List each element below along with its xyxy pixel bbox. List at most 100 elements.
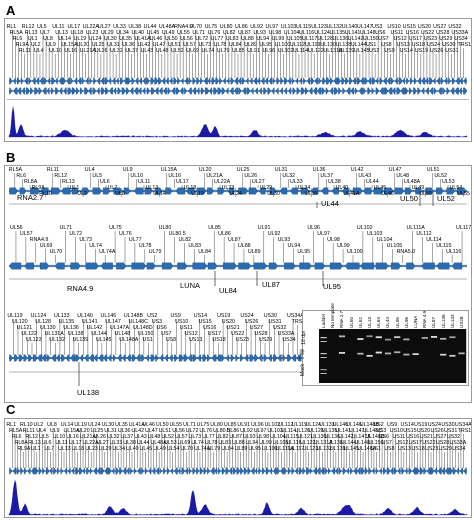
gene-label: UL41A	[343, 191, 360, 197]
gene-label: US18	[411, 446, 425, 452]
gene-arrow	[105, 87, 109, 95]
gene-label: US23	[235, 337, 249, 343]
gene-label: UL85	[232, 48, 245, 54]
gene-arrow	[60, 467, 64, 475]
gene-label: UL10	[130, 173, 144, 179]
gel-band	[338, 351, 346, 354]
gene-label: UL78	[204, 440, 218, 446]
gene-label: UL112	[416, 231, 432, 237]
gene-arrow	[174, 354, 178, 362]
gene-label: UL70	[189, 24, 202, 30]
gene-label: US7	[161, 331, 172, 337]
gene-label: UL49	[411, 185, 425, 191]
gene-label: UL17	[68, 440, 82, 446]
gene-label: RL11	[18, 48, 31, 54]
gene-arrow	[162, 262, 173, 270]
gene-arrow	[62, 77, 66, 85]
gene-arrow	[30, 187, 40, 195]
gene-label: UL98	[327, 237, 340, 243]
gene-label: UL100	[347, 249, 363, 255]
gene-arrow	[75, 87, 80, 95]
gene-arrow	[138, 87, 142, 95]
gene-arrow	[103, 187, 111, 195]
gene-label: UL43	[358, 173, 372, 179]
gene-arrow	[36, 77, 40, 85]
gene-label: US29	[439, 36, 453, 42]
gene-arrow	[455, 77, 460, 85]
gene-arrow	[329, 87, 334, 95]
gene-label: UL25	[236, 167, 250, 173]
gene-label: US32	[448, 24, 462, 30]
gene-label: UL142	[347, 36, 364, 42]
gene-arrow	[413, 87, 417, 95]
gene-label: UL50	[164, 36, 178, 42]
track-label-rna2-7: RNA2.7	[17, 193, 44, 202]
gene-arrow	[141, 354, 145, 362]
gene-label: UL25	[90, 428, 104, 434]
gene-arrow	[452, 467, 457, 475]
gene-label: UL11	[55, 440, 68, 446]
gene-arrow	[207, 77, 211, 85]
gel-row-label: 18 dpi	[300, 331, 307, 345]
gene-arrow	[177, 77, 181, 85]
gene-label: RL8A	[14, 440, 28, 446]
gene-arrow	[125, 87, 130, 95]
gene-arrow	[113, 87, 117, 95]
track-label-ul87: UL87	[262, 280, 280, 289]
panel-label-c: C	[6, 402, 16, 417]
gene-label: UL57	[183, 42, 196, 48]
gene-arrow	[31, 467, 35, 475]
gene-label: US23	[425, 446, 439, 452]
gene-arrow	[59, 87, 63, 95]
gene-label: UL57	[19, 231, 33, 237]
gene-arrow	[117, 354, 122, 362]
gene-label: UL92	[240, 428, 253, 434]
gene-label: UL150	[367, 440, 384, 446]
gene-label: UL150	[137, 331, 154, 337]
gene-arrow	[267, 87, 271, 95]
gene-arrow	[219, 77, 223, 85]
gene-label: UL70	[49, 249, 63, 255]
gene-label: UL104	[283, 30, 300, 36]
gene-arrow	[299, 77, 303, 85]
gene-label: UL42	[350, 167, 364, 173]
gene-label: UL38	[123, 440, 136, 446]
gene-arrow	[230, 354, 235, 362]
gene-arrow	[284, 87, 287, 95]
gene-arrow	[174, 467, 178, 475]
gene-arrow	[97, 77, 101, 85]
gene-label: UL29	[259, 185, 273, 191]
gene-label: UL94	[256, 36, 270, 42]
gel-row-label: 5 dpi	[299, 348, 306, 360]
gene-arrow	[139, 77, 142, 85]
gene-arrow	[277, 354, 282, 362]
gene-arrow	[342, 467, 347, 475]
gene-label: UL117	[456, 225, 472, 231]
gene-arrow	[352, 187, 363, 195]
gene-label: UL76	[207, 30, 221, 36]
gene-arrow	[169, 77, 173, 85]
gene-label: UL75	[204, 24, 218, 30]
gene-label: UL30	[267, 191, 280, 197]
gene-arrow	[89, 77, 93, 85]
gene-arrow	[24, 262, 34, 270]
gene-label: UL19	[74, 422, 87, 428]
gene-arrow	[146, 77, 150, 85]
gene-label: UL115	[283, 434, 299, 440]
gene-label: TRS1	[457, 42, 472, 48]
gene-arrow	[70, 262, 81, 270]
gene-label: UL91	[257, 225, 271, 231]
gene-arrow	[211, 354, 217, 362]
gene-label: RL13	[24, 30, 38, 36]
gel-band	[394, 336, 401, 339]
gene-label: UL19	[191, 191, 204, 197]
gene-label: UL49	[153, 446, 166, 452]
gene-arrow	[50, 87, 54, 95]
gene-label: UL31	[274, 167, 288, 173]
gene-label: RL5A	[9, 30, 23, 36]
gene-arrow	[234, 87, 238, 95]
gene-arrow	[388, 87, 393, 95]
gene-arrow	[67, 87, 72, 95]
gene-arrow	[20, 467, 24, 475]
gene-arrow	[456, 467, 460, 475]
